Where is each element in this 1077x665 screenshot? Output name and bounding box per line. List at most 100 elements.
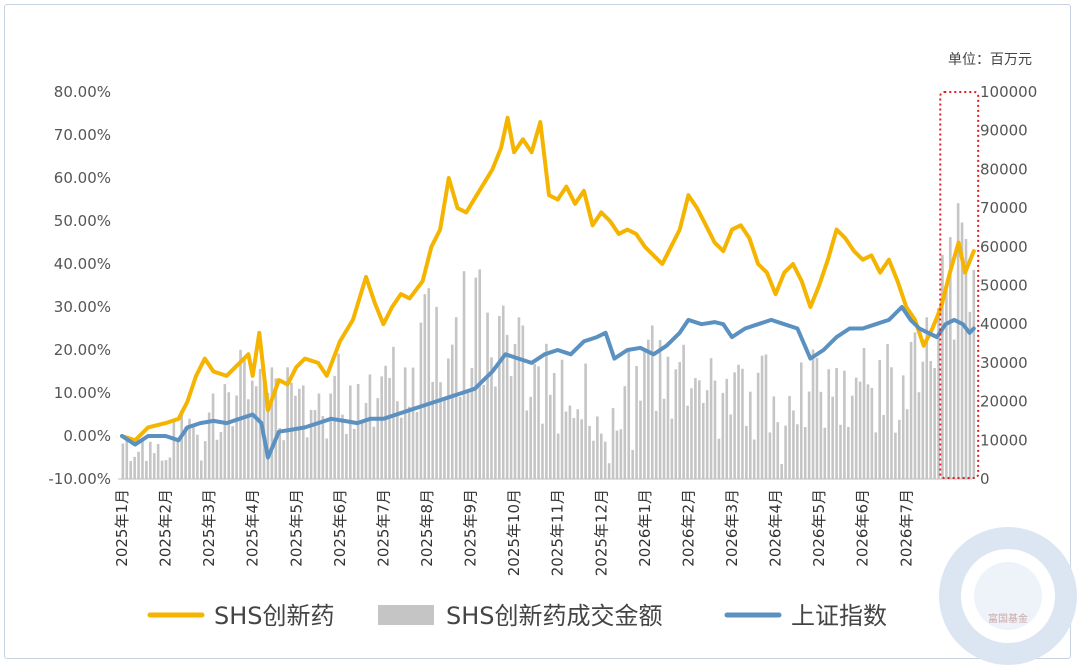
volume-bar (337, 353, 340, 479)
y-left-tick: 80.00% (54, 83, 111, 101)
y-left-tick: 40.00% (54, 255, 111, 273)
y-left-tick: 10.00% (54, 384, 111, 402)
volume-bar (807, 391, 811, 479)
volume-bar (545, 343, 548, 479)
x-tick-month: 2025年9月 (462, 489, 480, 567)
volume-bar (180, 410, 183, 479)
volume-bar (929, 360, 932, 479)
y-right-tick: 80000 (980, 160, 1028, 178)
volume-bar (235, 395, 238, 479)
right-axis-ticks: 0 10000 20000 30000 40000 50000 60000 70000 8000… (980, 83, 1037, 488)
volume-bar (537, 366, 540, 479)
volume-bar (156, 443, 160, 479)
volume-bar (274, 378, 278, 479)
volume-bar (850, 395, 854, 479)
volume-bar (956, 203, 960, 480)
volume-bar (666, 356, 670, 479)
volume-bar (341, 414, 344, 479)
volume-bar (372, 426, 376, 479)
chart-frame (4, 4, 1071, 659)
volume-bar (890, 367, 893, 479)
y-right-tick: 70000 (980, 199, 1028, 217)
volume-bar (964, 239, 968, 479)
volume-bar (945, 287, 948, 479)
volume-bar (470, 367, 474, 479)
x-tick-month: 2025年5月 (287, 489, 305, 567)
volume-bar (517, 317, 521, 479)
volume-bar (533, 364, 536, 479)
y-left-tick: 70.00% (54, 126, 111, 144)
volume-bar (419, 322, 423, 479)
volume-bar (588, 425, 591, 479)
x-tick-month: 2025年6月 (331, 489, 349, 567)
y-right-tick: 20000 (980, 393, 1028, 411)
volume-bar (478, 269, 482, 479)
volume-bar (399, 417, 403, 479)
volume-bar (698, 380, 701, 479)
y-right-tick: 50000 (980, 277, 1028, 295)
volume-bar (552, 373, 556, 479)
volume-bar (599, 433, 603, 479)
volume-bar (505, 334, 509, 479)
volume-bar (380, 376, 383, 479)
volume-bar (831, 396, 834, 479)
volume-bar (301, 385, 305, 479)
volume-bar (972, 269, 976, 479)
volume-bar (360, 420, 364, 479)
volume-bar (960, 222, 964, 479)
volume-bar (713, 380, 717, 479)
volume-bar (509, 376, 513, 479)
volume-bar (482, 384, 485, 479)
volume-bar (776, 422, 780, 479)
volume-bar (403, 367, 407, 479)
volume-bar (415, 411, 419, 479)
legend-swatch (378, 605, 434, 625)
volume-bar (141, 439, 144, 479)
y-right-tick: 40000 (980, 315, 1028, 333)
volume-bar (733, 372, 736, 479)
volume-bar (901, 375, 905, 479)
volume-bar (749, 391, 752, 479)
y-right-tick: 100000 (980, 83, 1037, 101)
volume-bar (913, 332, 917, 479)
volume-bar (498, 316, 501, 479)
unit-label: 单位：百万元 (948, 52, 1032, 68)
volume-bar (796, 424, 799, 479)
volume-bar (678, 362, 682, 479)
x-tick-month: 2026年7月 (897, 489, 915, 567)
volume-bar (247, 399, 250, 479)
shanghai-composite-line (120, 305, 976, 460)
volume-bar (200, 460, 203, 479)
volume-bar (549, 394, 552, 479)
volume-bar (682, 344, 685, 479)
volume-bar (196, 434, 199, 479)
volume-bar (650, 325, 654, 479)
volume-bar (835, 367, 838, 479)
volume-bar (784, 425, 787, 479)
volume-bar (309, 409, 313, 479)
volume-bar (388, 378, 391, 479)
x-tick-month: 2026年6月 (854, 489, 872, 567)
volume-bar (572, 417, 576, 479)
volume-bar (525, 410, 529, 479)
y-left-tick: 20.00% (54, 341, 111, 359)
legend-label: SHS创新药成交金额 (446, 602, 663, 630)
volume-bar (317, 393, 321, 479)
volume-bar (435, 306, 438, 479)
volume-bar (207, 412, 211, 479)
volume-bar (737, 364, 740, 479)
legend-label: 上证指数 (791, 602, 887, 630)
volume-bar (172, 421, 176, 479)
volume-bar (145, 460, 148, 479)
x-tick-month: 2025年11月 (549, 489, 567, 576)
volume-bar (854, 377, 858, 479)
x-tick-month: 2026年4月 (767, 489, 785, 567)
volume-bar (298, 388, 301, 479)
volume-bar (898, 419, 901, 479)
volume-bar (780, 464, 783, 479)
volume-bar (862, 348, 866, 479)
volume-bar (133, 456, 136, 479)
volume-bar (270, 367, 274, 479)
volume-bar (674, 369, 678, 479)
volume-bar (878, 360, 882, 479)
